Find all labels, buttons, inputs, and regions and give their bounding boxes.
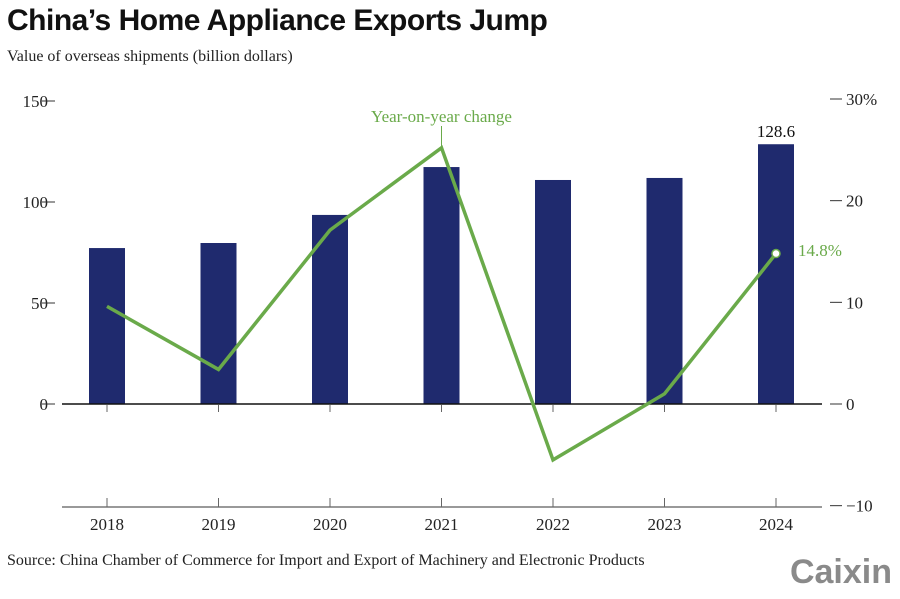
line-value-label: 14.8% [798,241,842,260]
right-tick-label: 0 [846,395,855,414]
x-tick-label: 2022 [536,515,570,534]
bar-2022 [535,179,571,404]
caixin-logo: Caixin [789,553,892,591]
source-note: Source: China Chamber of Commerce for Im… [7,552,645,569]
right-tick-label: 30% [846,90,877,109]
left-tick-label: 150 [23,92,49,111]
bar-value-label: 128.6 [757,122,795,141]
left-tick-label: 100 [23,193,49,212]
chart-title: China’s Home Appliance Exports Jump [7,4,548,37]
series-label: Year-on-year change [371,107,512,126]
yoy-point-2024 [771,248,781,259]
x-tick-label: 2023 [648,515,682,534]
x-tick-label: 2020 [313,515,347,534]
bar-2024 [758,144,794,404]
x-tick-label: 2021 [425,515,459,534]
bar-2023 [646,177,683,404]
right-tick-label: 20 [846,192,863,211]
left-tick-label: 50 [31,294,48,313]
chart-subtitle: Value of overseas shipments (billion dol… [7,48,293,65]
x-tick-label: 2019 [202,515,236,534]
right-tick-label: −10 [846,497,873,516]
bar-2019 [200,243,237,404]
right-tick-label: 10 [846,293,863,312]
bar-2021 [423,167,460,404]
x-tick-label: 2024 [759,515,794,534]
bar-2018 [89,248,125,404]
x-tick-label: 2018 [90,515,124,534]
